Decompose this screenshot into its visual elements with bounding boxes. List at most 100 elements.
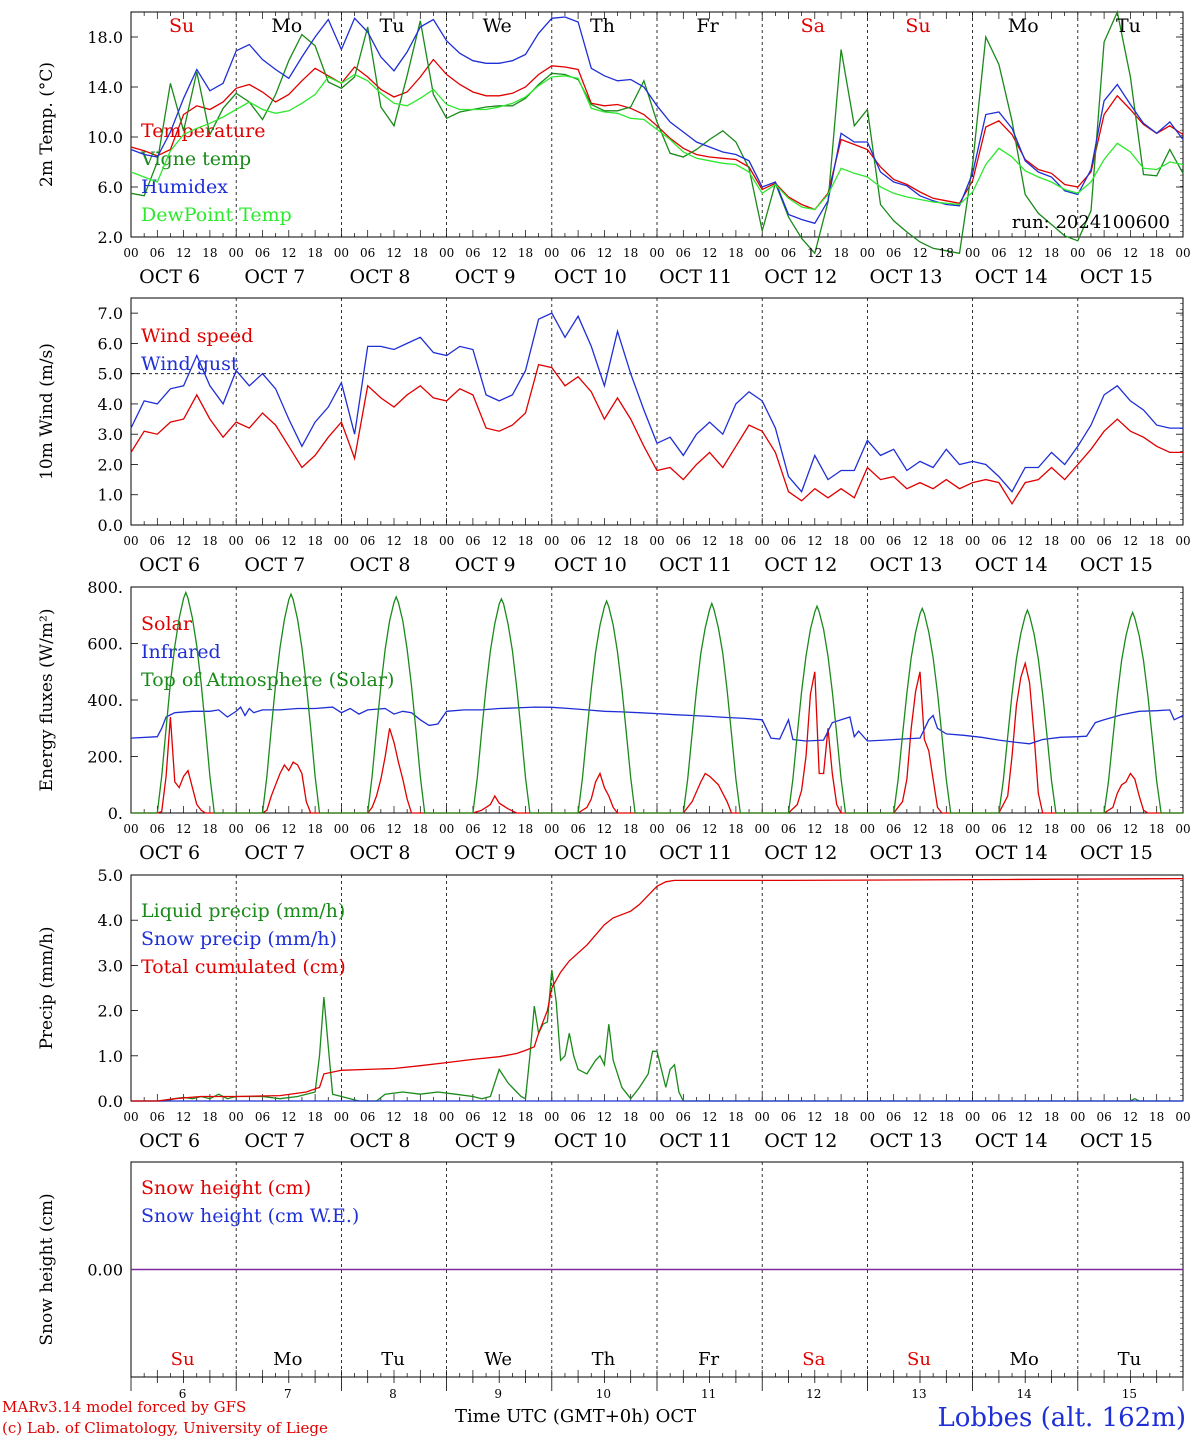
- x-hour-label: 06: [570, 1110, 585, 1124]
- x-hour-label: 00: [123, 534, 138, 548]
- x-hour-label: 06: [570, 822, 585, 836]
- x-hour-label: 18: [1044, 534, 1059, 548]
- x-date-label: OCT 14: [975, 554, 1048, 576]
- x-hour-label: 06: [781, 1110, 796, 1124]
- y-tick-label: 1.0: [98, 1047, 123, 1066]
- day-label-bottom: Th: [592, 1349, 616, 1370]
- x-hour-label: 12: [597, 534, 612, 548]
- day-number-label: 9: [494, 1387, 502, 1401]
- x-date-label: OCT 13: [869, 842, 942, 864]
- x-hour-label: 18: [1044, 1110, 1059, 1124]
- x-hour-label: 12: [281, 534, 296, 548]
- day-number-label: 11: [701, 1387, 716, 1401]
- x-date-label: OCT 8: [350, 554, 411, 576]
- legend-entry: Temperature: [141, 120, 265, 142]
- series-line-infrared: [130, 706, 1184, 745]
- x-hour-label: 00: [334, 534, 349, 548]
- x-hour-label: 18: [1044, 822, 1059, 836]
- x-hour-label: 06: [1096, 534, 1111, 548]
- y-tick-label: 6.0: [98, 334, 123, 353]
- series-line-solar: [131, 660, 1183, 814]
- x-hour-label: 06: [886, 534, 901, 548]
- x-hour-label: 18: [1044, 246, 1059, 260]
- panel-temperature: 2.0 6.0 10.0 14.0 18.0 2m Temp. (°C) Temperatu…: [37, 9, 1191, 288]
- y-tick-label: 18.0: [87, 28, 123, 47]
- y-tick-label: 2.0: [98, 1002, 123, 1021]
- legend-entry: Snow height (cm W.E.): [141, 1205, 359, 1227]
- x-hour-label: 12: [597, 822, 612, 836]
- y-axis-label: Precip (mm/h): [37, 926, 57, 1049]
- day-number-label: 14: [1017, 1387, 1033, 1401]
- x-hour-label: 18: [623, 1110, 638, 1124]
- day-label-bottom: Mo: [273, 1349, 302, 1370]
- x-hour-label: 00: [229, 822, 244, 836]
- legend-entry: Wind speed: [141, 325, 253, 347]
- x-hour-label: 00: [860, 822, 875, 836]
- x-hour-label: 18: [939, 822, 954, 836]
- x-hour-label: 12: [1123, 246, 1138, 260]
- legend-entry: Top of Atmosphere (Solar): [141, 669, 394, 691]
- x-hour-label: 00: [649, 1110, 664, 1124]
- series-line-wind-gust: [130, 312, 1183, 493]
- legend-entry: Snow precip (mm/h): [141, 928, 337, 950]
- x-date-label: OCT 7: [244, 266, 305, 288]
- x-hour-label: 18: [202, 822, 217, 836]
- x-hour-label: 18: [518, 534, 533, 548]
- x-date-label: OCT 8: [350, 842, 411, 864]
- day-label-bottom: Sa: [802, 1349, 825, 1370]
- x-hour-label: 18: [728, 534, 743, 548]
- x-date-label: OCT 12: [764, 1130, 837, 1152]
- x-hour-label: 18: [413, 1110, 428, 1124]
- y-tick-label: 600.: [87, 635, 123, 654]
- x-hour-label: 12: [386, 246, 401, 260]
- x-hour-label: 12: [807, 534, 822, 548]
- x-hour-label: 12: [912, 534, 927, 548]
- y-tick-label: 200.: [87, 748, 123, 767]
- x-date-label: OCT 12: [764, 554, 837, 576]
- x-hour-label: 18: [939, 534, 954, 548]
- y-tick-label: 400.: [87, 691, 123, 710]
- x-hour-label: 00: [755, 246, 770, 260]
- legend-entry: Vigne temp: [140, 148, 251, 170]
- x-date-label: OCT 6: [139, 1130, 200, 1152]
- x-hour-label: 18: [728, 246, 743, 260]
- day-label-top: Tu: [1116, 15, 1141, 37]
- day-number-label: 8: [389, 1387, 397, 1401]
- x-date-label: OCT 7: [244, 842, 305, 864]
- credit-line-2: (c) Lab. of Climatology, University of L…: [2, 1419, 328, 1437]
- x-hour-label: 12: [1018, 822, 1033, 836]
- day-label-top: Su: [905, 15, 930, 37]
- x-hour-label: 00: [544, 1110, 559, 1124]
- legend-entry: Liquid precip (mm/h): [141, 900, 345, 922]
- x-hour-label: 12: [912, 822, 927, 836]
- x-date-label: OCT 6: [139, 554, 200, 576]
- x-hour-label: 18: [518, 822, 533, 836]
- x-hour-label: 18: [202, 1110, 217, 1124]
- x-date-label: OCT 10: [554, 842, 627, 864]
- series-line-vigne-temp: [130, 9, 1184, 255]
- x-hour-label: 00: [860, 534, 875, 548]
- x-date-label: OCT 6: [139, 266, 200, 288]
- day-label-bottom: Fr: [698, 1349, 719, 1370]
- series-line-dewpoint-temp: [130, 73, 1184, 211]
- x-date-label: OCT 10: [554, 554, 627, 576]
- x-hour-label: 06: [150, 534, 165, 548]
- x-hour-label: 12: [807, 1110, 822, 1124]
- x-hour-label: 06: [1096, 1110, 1111, 1124]
- x-date-label: OCT 9: [455, 554, 516, 576]
- x-hour-label: 06: [255, 534, 270, 548]
- panel-precip: 0.0 1.0 2.0 3.0 4.0 5.0 Precip (mm/h) Liquid pr…: [37, 866, 1191, 1152]
- x-date-label: OCT 7: [244, 554, 305, 576]
- x-hour-label: 12: [176, 534, 191, 548]
- legend-entry: Total cumulated (cm): [141, 956, 346, 978]
- day-label-top: Tu: [380, 15, 405, 37]
- x-hour-label: 06: [676, 246, 691, 260]
- x-date-label: OCT 14: [975, 842, 1048, 864]
- run-label: run: 2024100600: [1012, 212, 1170, 233]
- x-date-label: OCT 12: [764, 266, 837, 288]
- panel-energy: 0. 200. 400. 600. 800. Energy fluxes (W/m²) So…: [37, 578, 1191, 864]
- x-hour-label: 06: [360, 1110, 375, 1124]
- x-hour-label: 06: [465, 246, 480, 260]
- x-hour-label: 06: [150, 246, 165, 260]
